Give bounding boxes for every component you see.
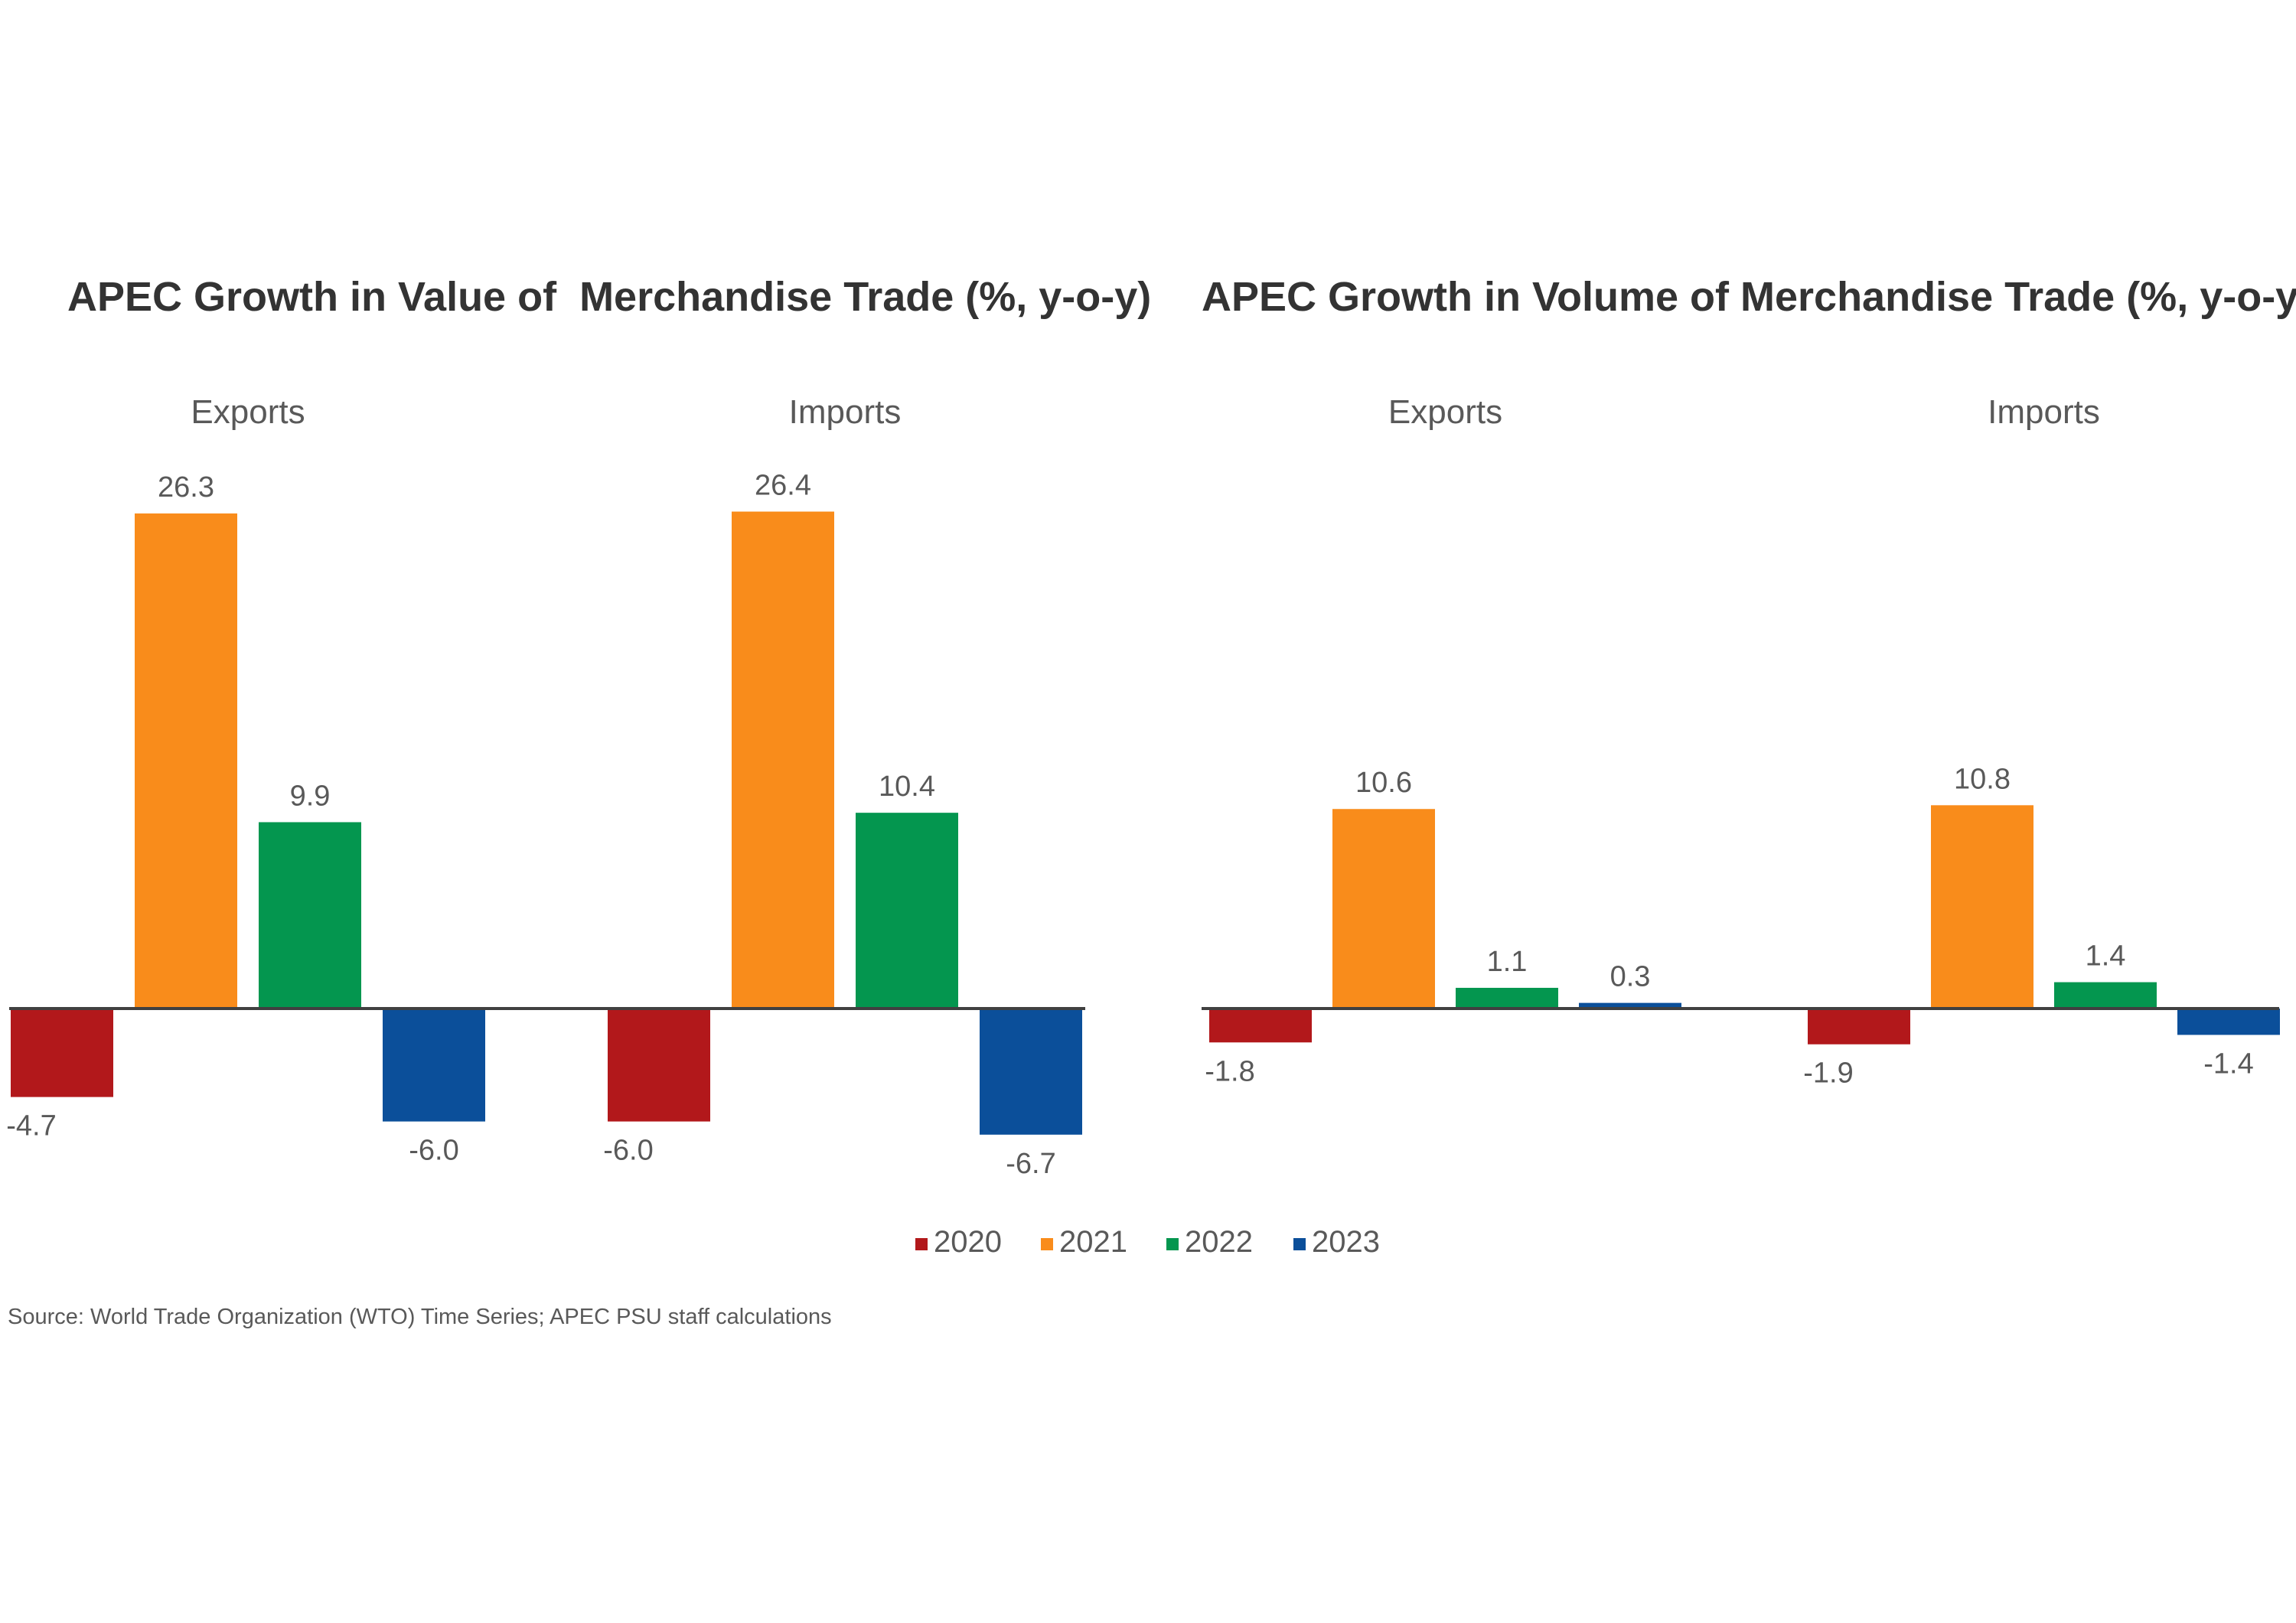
value-data-label-exports-2022: 9.9 [290, 780, 331, 812]
value-data-label-imports-2021: 26.4 [755, 470, 811, 502]
value-chart-title: APEC Growth in Value of Merchandise Trad… [67, 274, 1151, 320]
value-chart-plot: Exports -4.7 26.3 9.9 -6.0 Imports -6.0 26.4 10.… [6, 393, 1085, 1180]
legend-swatch-2023 [1293, 1238, 1306, 1250]
value-data-label-exports-2021: 26.3 [158, 471, 214, 504]
volume-bar-exports-2020 [1209, 1009, 1312, 1043]
volume-data-label-imports-2020: -1.9 [1803, 1058, 1853, 1090]
value-data-label-exports-2023: -6.0 [409, 1135, 458, 1167]
legend-label-2023: 2023 [1312, 1225, 1380, 1259]
volume-data-label-imports-2022: 1.4 [2086, 940, 2126, 973]
value-bar-imports-2023 [980, 1009, 1082, 1135]
volume-bar-exports-2021 [1332, 809, 1435, 1009]
legend-label-2021: 2021 [1059, 1225, 1127, 1259]
value-data-label-imports-2020: -6.0 [603, 1135, 653, 1167]
value-data-label-imports-2022: 10.4 [879, 771, 935, 803]
volume-bar-imports-2020 [1808, 1009, 1910, 1045]
value-bar-exports-2023 [383, 1009, 485, 1122]
legend-label-2020: 2020 [934, 1225, 1002, 1259]
source-note: Source: World Trade Organization (WTO) T… [8, 1305, 832, 1329]
volume-chart-title: APEC Growth in Volume of Merchandise Tra… [1202, 274, 2296, 320]
value-bar-imports-2020 [608, 1009, 710, 1122]
value-bar-exports-2020 [11, 1009, 113, 1097]
volume-bar-exports-2023 [1579, 1002, 1681, 1009]
volume-data-label-imports-2023: -1.4 [2203, 1048, 2253, 1080]
value-bar-imports-2021 [732, 511, 834, 1009]
volume-data-label-exports-2020: -1.8 [1205, 1055, 1254, 1087]
legend-swatch-2021 [1041, 1238, 1053, 1250]
volume-group-label-exports: Exports [1388, 393, 1502, 431]
legend-swatch-2022 [1166, 1238, 1179, 1250]
value-group-label-exports: Exports [191, 393, 305, 431]
volume-data-label-exports-2023: 0.3 [1610, 961, 1651, 993]
value-bar-exports-2022 [259, 822, 361, 1009]
value-bar-exports-2021 [135, 513, 237, 1009]
volume-group-label-imports: Imports [1988, 393, 2100, 431]
volume-data-label-exports-2021: 10.6 [1355, 767, 1412, 799]
legend-label-2022: 2022 [1185, 1225, 1253, 1259]
legend: 2020 2021 2022 2023 [915, 1225, 1380, 1259]
volume-chart-plot: Exports -1.8 10.6 1.1 0.3 Imports -1.9 10.8 1.4 -… [1202, 393, 2280, 1090]
value-bar-imports-2022 [856, 813, 958, 1009]
value-group-label-imports: Imports [789, 393, 902, 431]
value-data-label-imports-2023: -6.7 [1006, 1148, 1055, 1180]
volume-data-label-imports-2021: 10.8 [1954, 763, 2011, 795]
volume-bar-imports-2022 [2054, 982, 2157, 1009]
volume-data-label-exports-2022: 1.1 [1487, 946, 1528, 978]
volume-bar-imports-2021 [1931, 805, 2033, 1009]
value-data-label-exports-2020: -4.7 [6, 1110, 56, 1142]
volume-bar-imports-2023 [2177, 1009, 2280, 1035]
volume-bar-exports-2022 [1456, 987, 1558, 1009]
legend-swatch-2020 [915, 1238, 928, 1250]
